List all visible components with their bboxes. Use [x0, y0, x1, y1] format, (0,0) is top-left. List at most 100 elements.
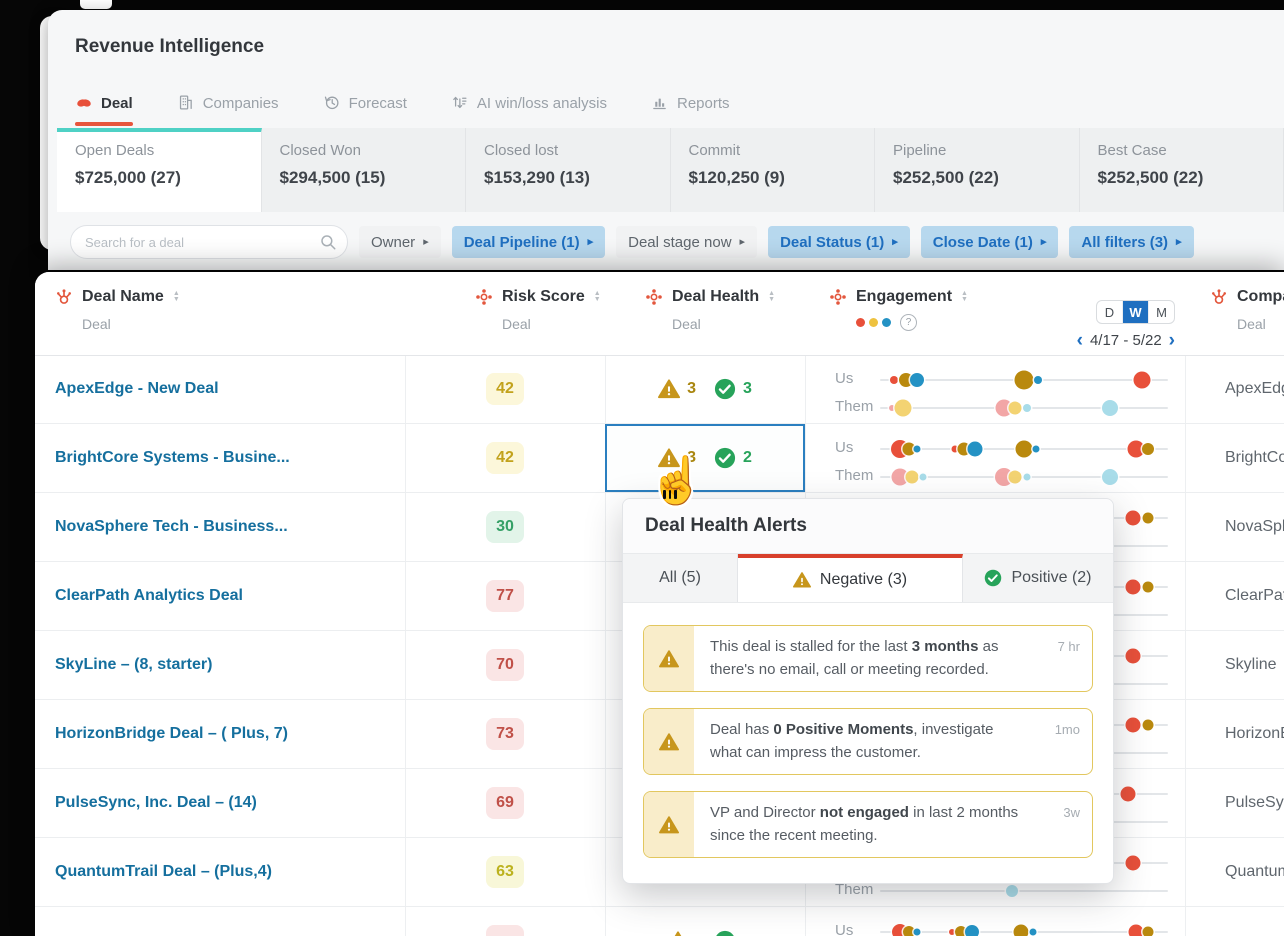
- column-header-deal-name: Deal Name ▲ ▼ Deal: [55, 288, 180, 332]
- deal-name-link[interactable]: ApexEdge - New Deal: [55, 380, 219, 397]
- nav-tab-forecast[interactable]: Forecast: [323, 94, 407, 112]
- deal-name-link[interactable]: SkyLine – (8, starter): [55, 656, 213, 673]
- company-cell: HorizonBridge: [1225, 725, 1284, 742]
- engagement-dot-olive: [1142, 581, 1154, 593]
- engagement-dot-red: [1120, 786, 1136, 802]
- engagement-dot-olive: [1141, 443, 1154, 455]
- nav-tab-reports[interactable]: Reports: [651, 94, 730, 112]
- sort-icon[interactable]: ▲ ▼: [172, 290, 180, 303]
- period-toggle-w[interactable]: W: [1122, 301, 1148, 323]
- filter-chip-label: Deal Status (1): [780, 233, 885, 251]
- sprocket-icon: [55, 288, 73, 306]
- engagement-dot-olive: [957, 442, 971, 456]
- nav-tab-deal[interactable]: Deal: [75, 94, 133, 126]
- chevron-right-icon: ▸: [892, 235, 898, 248]
- alert-card: Deal has 0 Positive Moments, investigate…: [643, 708, 1093, 775]
- chevron-right-icon: ▸: [423, 235, 429, 248]
- summary-card-commit[interactable]: Commit $120,250 (9): [670, 128, 875, 212]
- engagement-us-line: [880, 370, 1168, 390]
- chevron-right-icon: ▸: [1040, 235, 1047, 248]
- filter-chip-deal-stage-now[interactable]: Deal stage now ▸: [616, 226, 758, 258]
- nav-tab-companies[interactable]: Companies: [177, 94, 279, 112]
- engagement-dot-olive: [954, 926, 967, 936]
- deal-name-link[interactable]: NovaSphere Tech - Business...: [55, 518, 288, 535]
- tab-label: All (5): [659, 569, 701, 586]
- nav-tab-ai-win-loss-analysis[interactable]: AI win/loss analysis: [451, 94, 607, 112]
- company-cell: ApexEdge: [1225, 380, 1284, 397]
- summary-card-best-case[interactable]: Best Case $252,500 (22): [1079, 128, 1284, 212]
- risk-score-cell: 70: [405, 631, 605, 699]
- risk-score-cell: 30: [405, 493, 605, 561]
- summary-card-closed-won[interactable]: Closed Won $294,500 (15): [261, 128, 466, 212]
- flower-icon: [645, 288, 663, 306]
- chevron-left-icon[interactable]: ‹: [1076, 329, 1083, 351]
- alert-text: VP and Director not engaged in last 2 mo…: [710, 804, 1019, 844]
- engagement-us-label: Us: [835, 370, 854, 387]
- revenue-intelligence-panel: Revenue Intelligence Deal Companies Foreca…: [48, 10, 1284, 270]
- company-cell: NovaSphere: [1225, 518, 1284, 535]
- summary-card-closed-lost[interactable]: Closed lost $153,290 (13): [466, 128, 671, 212]
- sort-icon[interactable]: ▲ ▼: [593, 290, 601, 303]
- engagement-dot-red: [1125, 579, 1141, 595]
- filter-chip-deal-pipeline-1-[interactable]: Deal Pipeline (1) ▸: [451, 226, 606, 258]
- risk-score-badge: 73: [486, 718, 524, 750]
- help-icon[interactable]: ?: [900, 314, 917, 331]
- chevron-right-icon: ▸: [587, 235, 594, 248]
- filter-chip-owner[interactable]: Owner ▸: [359, 226, 441, 258]
- tab-negative[interactable]: Negative (3): [738, 554, 963, 602]
- column-title: Deal Name: [82, 288, 164, 305]
- check-icon: [984, 569, 1002, 587]
- filter-chip-all-filters-3-[interactable]: All filters (3) ▸: [1069, 226, 1194, 258]
- deal-name-link[interactable]: HorizonBridge Deal – ( Plus, 7): [55, 725, 288, 742]
- summary-card-pipeline[interactable]: Pipeline $252,500 (22): [875, 128, 1080, 212]
- risk-score-badge: 70: [486, 649, 524, 681]
- filter-chip-close-date-1-[interactable]: Close Date (1) ▸: [920, 226, 1059, 258]
- period-toggle-d[interactable]: D: [1104, 304, 1115, 320]
- engagement-them-label: Them: [835, 881, 874, 898]
- period-toggle-m[interactable]: M: [1148, 301, 1174, 323]
- deal-name-link[interactable]: ClearPath Analytics Deal: [55, 587, 243, 604]
- risk-score-cell: [405, 907, 605, 936]
- alert-card: This deal is stalled for the last 3 mont…: [643, 625, 1093, 692]
- filter-bar: Owner▸ Deal Pipeline (1)▸ Deal stage now▸ D…: [70, 224, 1276, 260]
- engagement-dot-lblue: [1006, 885, 1019, 897]
- tab-all[interactable]: All (5): [623, 554, 738, 602]
- summary-card-open-deals[interactable]: Open Deals $725,000 (27): [57, 128, 262, 212]
- engagement-us-line: [880, 924, 1168, 936]
- deal-name-link[interactable]: BrightCore Systems - Busine...: [55, 449, 290, 466]
- sort-icon[interactable]: ▲ ▼: [961, 290, 968, 303]
- engagement-them-line: [880, 399, 1168, 417]
- column-title: Engagement: [856, 288, 953, 305]
- engagement-dot-yellow: [894, 399, 912, 417]
- engagement-dot-blue: [965, 925, 980, 936]
- date-range-label: 4/17 - 5/22: [1089, 332, 1162, 349]
- warning-icon: [792, 571, 811, 589]
- column-subtitle: Deal: [1237, 316, 1266, 332]
- flower-icon: [829, 288, 847, 306]
- engagement-dot-olive: [1015, 440, 1033, 458]
- nav-tab-label: AI win/loss analysis: [476, 94, 607, 112]
- positive-alerts-group: 2: [714, 447, 752, 469]
- column-divider: [605, 272, 606, 936]
- sort-icon[interactable]: ▲ ▼: [768, 290, 776, 303]
- engagement-dot-olive: [1142, 926, 1154, 936]
- legend-dot: [869, 318, 878, 327]
- hand-cursor-icon: ☝: [648, 454, 706, 506]
- negative-count: 3: [687, 449, 696, 466]
- page-title: Revenue Intelligence: [75, 36, 265, 57]
- company-cell: PulseSync: [1225, 794, 1284, 811]
- deal-name-link[interactable]: QuantumTrail Deal – (Plus,4): [55, 863, 272, 880]
- summary-card-value: $120,250 (9): [688, 168, 785, 187]
- search-input[interactable]: [70, 225, 348, 259]
- nav-tab-label: Companies: [202, 94, 279, 112]
- chevron-right-icon[interactable]: ›: [1168, 329, 1175, 351]
- deal-name-link[interactable]: PulseSync, Inc. Deal – (14): [55, 794, 257, 811]
- tab-positive[interactable]: Positive (2): [963, 554, 1113, 602]
- filter-chip-deal-status-1-[interactable]: Deal Status (1) ▸: [768, 226, 910, 258]
- engagement-dot-olive: [1013, 924, 1029, 936]
- deal-health-cell[interactable]: [605, 907, 805, 936]
- date-range-nav: ‹ 4/17 - 5/22 ›: [1076, 329, 1175, 351]
